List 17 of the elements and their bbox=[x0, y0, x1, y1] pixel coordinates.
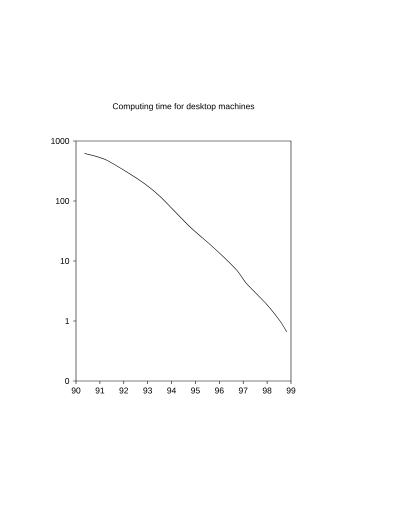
x-tick-label: 94 bbox=[167, 388, 176, 394]
y-tick-label: 1 bbox=[65, 318, 70, 324]
y-tick-label: 1000 bbox=[51, 138, 70, 144]
x-tick-label: 95 bbox=[191, 388, 200, 394]
x-tick-label: 91 bbox=[96, 388, 104, 394]
x-tick-label: 93 bbox=[143, 388, 152, 394]
y-tick-label: 0 bbox=[65, 378, 70, 384]
x-tick-label: 92 bbox=[119, 388, 128, 394]
x-tick-label: 99 bbox=[286, 388, 296, 394]
x-tick-label: 97 bbox=[238, 388, 248, 394]
y-tick-label: 10 bbox=[60, 258, 70, 264]
x-tick-label: 96 bbox=[215, 388, 224, 394]
line-series bbox=[84, 153, 287, 332]
x-tick-label: 90 bbox=[72, 388, 80, 394]
x-tick-label: 98 bbox=[262, 388, 272, 394]
y-tick-label: 100 bbox=[56, 198, 70, 204]
chart-title: Computing time for desktop machines bbox=[112, 103, 254, 111]
